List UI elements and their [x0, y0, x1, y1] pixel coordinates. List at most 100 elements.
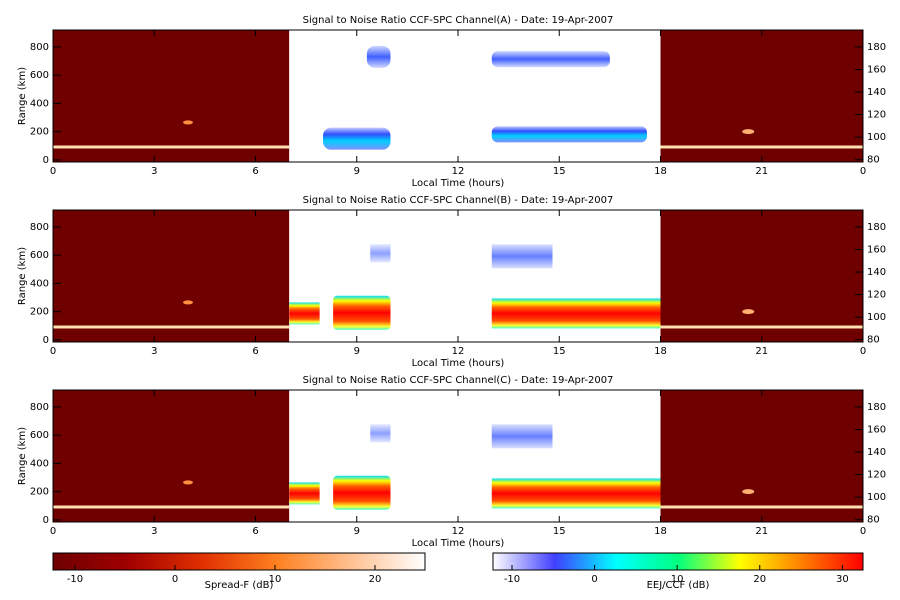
y2-tick-label: 100 — [867, 492, 886, 503]
echo-band — [289, 302, 320, 325]
y-tick-label: 0 — [43, 335, 49, 346]
y-tick-label: 600 — [30, 250, 49, 261]
colorbar — [492, 552, 864, 571]
x-tick-label: 21 — [755, 346, 768, 357]
colorbar-tick-label: -10 — [504, 574, 520, 585]
night-image — [53, 390, 290, 522]
panel: Signal to Noise Ratio CCF-SPC Channel(A)… — [17, 15, 886, 189]
colorbar-tick-label: 0 — [172, 574, 178, 585]
colorbar-tick-label: 10 — [269, 574, 282, 585]
x-tick-label: 0 — [50, 166, 56, 177]
x-axis-label: Local Time (hours) — [412, 358, 505, 369]
colorbar — [52, 552, 426, 571]
x-axis-label: Local Time (hours) — [412, 538, 505, 549]
x-tick-label: 21 — [755, 166, 768, 177]
x-tick-label: 9 — [354, 166, 360, 177]
y-tick-label: 200 — [30, 307, 49, 318]
panel: Signal to Noise Ratio CCF-SPC Channel(B)… — [17, 195, 886, 369]
echo-blob — [183, 300, 193, 305]
y2-tick-label: 120 — [867, 110, 886, 121]
y2-tick-label: 160 — [867, 64, 886, 75]
y-tick-label: 0 — [43, 515, 49, 526]
x-tick-label: 18 — [654, 526, 667, 537]
echo-blob — [183, 480, 193, 485]
x-tick-label: 15 — [553, 526, 566, 537]
echo-band — [370, 424, 391, 443]
y2-tick-label: 120 — [867, 470, 886, 481]
y2-tick-label: 140 — [867, 447, 886, 458]
colorbar-tick-label: 10 — [671, 574, 684, 585]
y-tick-label: 200 — [30, 487, 49, 498]
colorbar-label: EEJ/CCF (dB) — [647, 580, 710, 591]
x-tick-label: 3 — [151, 526, 157, 537]
night-image — [660, 210, 863, 342]
x-tick-label: 0 — [860, 346, 866, 357]
echo-line — [53, 145, 290, 149]
x-tick-label: 15 — [553, 346, 566, 357]
x-tick-label: 15 — [553, 166, 566, 177]
echo-line — [660, 145, 863, 149]
night-image — [53, 30, 290, 162]
night-image — [660, 390, 863, 522]
x-tick-label: 9 — [354, 526, 360, 537]
x-tick-label: 9 — [354, 346, 360, 357]
echo-band — [366, 45, 391, 68]
x-tick-label: 3 — [151, 166, 157, 177]
echo-band — [370, 244, 391, 263]
y-tick-label: 800 — [30, 42, 49, 53]
x-tick-label: 6 — [252, 346, 258, 357]
colorbar-tick-label: 0 — [591, 574, 597, 585]
echo-band — [333, 295, 391, 330]
night-image — [53, 210, 290, 342]
y2-tick-label: 140 — [867, 87, 886, 98]
x-tick-label: 12 — [452, 526, 465, 537]
echo-band — [491, 298, 661, 329]
x-tick-label: 6 — [252, 526, 258, 537]
x-tick-label: 18 — [654, 166, 667, 177]
panel-title: Signal to Noise Ratio CCF-SPC Channel(C)… — [303, 375, 614, 386]
y-axis-label: Range (km) — [17, 427, 28, 485]
echo-band — [289, 482, 320, 505]
colorbar-tick-label: 20 — [753, 574, 766, 585]
y2-tick-label: 100 — [867, 312, 886, 323]
y-tick-label: 400 — [30, 98, 49, 109]
panel-title: Signal to Noise Ratio CCF-SPC Channel(A)… — [303, 15, 614, 26]
y2-tick-label: 180 — [867, 222, 886, 233]
colorbar-label: Spread-F (dB) — [205, 580, 274, 591]
panel: Signal to Noise Ratio CCF-SPC Channel(C)… — [17, 375, 886, 549]
echo-line — [660, 505, 863, 509]
x-axis-label: Local Time (hours) — [412, 178, 505, 189]
x-tick-label: 6 — [252, 166, 258, 177]
echo-blob — [742, 129, 755, 135]
y2-tick-label: 80 — [867, 155, 880, 166]
x-tick-label: 12 — [452, 166, 465, 177]
echo-band — [491, 51, 610, 68]
x-tick-label: 3 — [151, 346, 157, 357]
colorbar-tick-label: -10 — [67, 574, 83, 585]
y2-tick-label: 160 — [867, 424, 886, 435]
y2-tick-label: 180 — [867, 42, 886, 53]
y2-tick-label: 120 — [867, 290, 886, 301]
x-tick-label: 21 — [755, 526, 768, 537]
y2-tick-label: 140 — [867, 267, 886, 278]
echo-band — [491, 244, 553, 269]
echo-line — [53, 505, 290, 509]
echo-line — [660, 325, 863, 329]
y-tick-label: 200 — [30, 127, 49, 138]
echo-band — [491, 126, 647, 143]
echo-line — [53, 325, 290, 329]
echo-blob — [183, 120, 193, 125]
y-tick-label: 800 — [30, 222, 49, 233]
x-tick-label: 0 — [50, 526, 56, 537]
x-tick-label: 18 — [654, 346, 667, 357]
x-tick-label: 0 — [50, 346, 56, 357]
colorbar-tick-label: 20 — [369, 574, 382, 585]
y2-tick-label: 80 — [867, 335, 880, 346]
y2-tick-label: 180 — [867, 402, 886, 413]
y2-tick-label: 160 — [867, 244, 886, 255]
night-image — [660, 30, 863, 162]
y-tick-label: 600 — [30, 430, 49, 441]
y-tick-label: 400 — [30, 278, 49, 289]
echo-blob — [742, 489, 755, 495]
